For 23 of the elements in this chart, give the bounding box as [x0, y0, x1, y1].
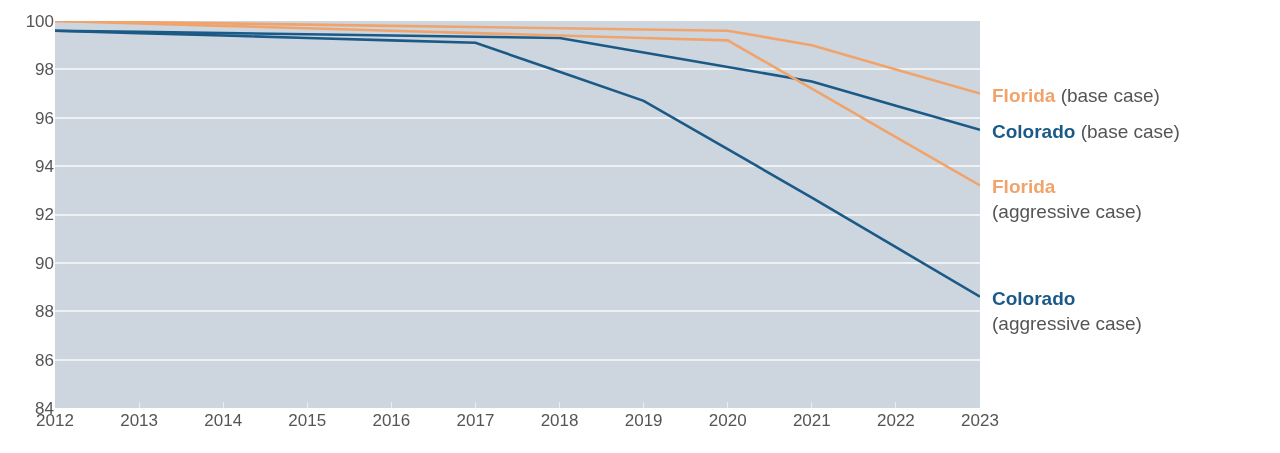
x-tick-label: 2018: [540, 411, 579, 430]
x-tick-label: 2023: [961, 411, 999, 430]
y-tick-label: 96: [35, 108, 54, 128]
y-tick-label: 86: [35, 350, 54, 370]
x-tick-label: 2022: [877, 411, 915, 430]
series-label: Colorado (base case): [992, 121, 1180, 142]
x-tick-label: 2017: [456, 411, 495, 430]
y-tick-label: 90: [35, 253, 54, 273]
x-tick-label: 2016: [372, 411, 411, 430]
x-tick-label: 2013: [120, 411, 158, 430]
series-label: Colorado (aggressive case): [992, 288, 1142, 334]
y-tick-label: 92: [35, 205, 54, 225]
x-tick-label: 2014: [204, 411, 243, 430]
y-tick-label: 88: [35, 302, 54, 322]
y-tick-label: 98: [35, 60, 54, 80]
x-tick-label: 2021: [792, 411, 831, 430]
x-tick-label: 2020: [708, 411, 747, 430]
x-tick-label: 2019: [624, 411, 663, 430]
series-label: Florida (base case): [992, 85, 1160, 106]
x-tick-label: 2015: [288, 411, 327, 430]
series-label: Florida (aggressive case): [992, 176, 1142, 222]
y-tick-label: 100: [25, 11, 54, 31]
y-tick-label: 94: [35, 157, 54, 177]
